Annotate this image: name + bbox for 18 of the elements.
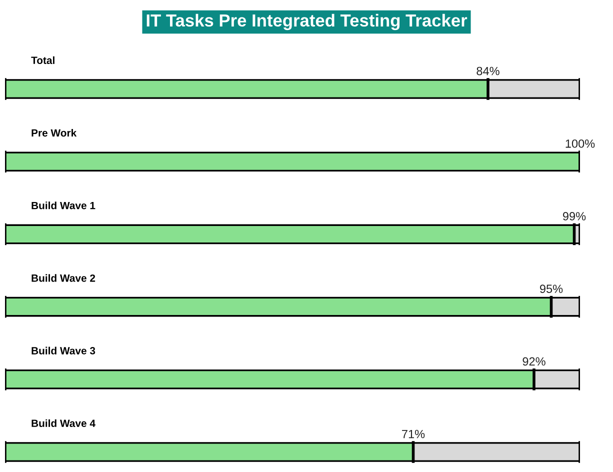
y-tick-label: Build Wave 1 — [32, 202, 96, 210]
data-label: 95% — [540, 284, 563, 294]
data-label: 100% — [566, 139, 595, 148]
bar — [487, 79, 580, 99]
y-tick-label: Build Wave 3 — [32, 346, 96, 354]
data-label: 84% — [476, 66, 500, 76]
bar — [5, 79, 489, 99]
chart-title: IT Tasks Pre Integrated Testing Tracker — [146, 14, 468, 30]
bar — [5, 152, 580, 172]
y-tick-label: Build Wave 2 — [32, 274, 96, 282]
data-label: 71% — [402, 430, 425, 438]
data-label: 99% — [562, 212, 586, 220]
y-tick-label: Total — [31, 56, 54, 64]
data-label: 92% — [522, 357, 546, 366]
y-tick-label: Build Wave 4 — [32, 419, 96, 428]
bar — [5, 369, 535, 390]
bar — [533, 369, 580, 390]
y-tick-label: Pre Work — [32, 128, 77, 137]
